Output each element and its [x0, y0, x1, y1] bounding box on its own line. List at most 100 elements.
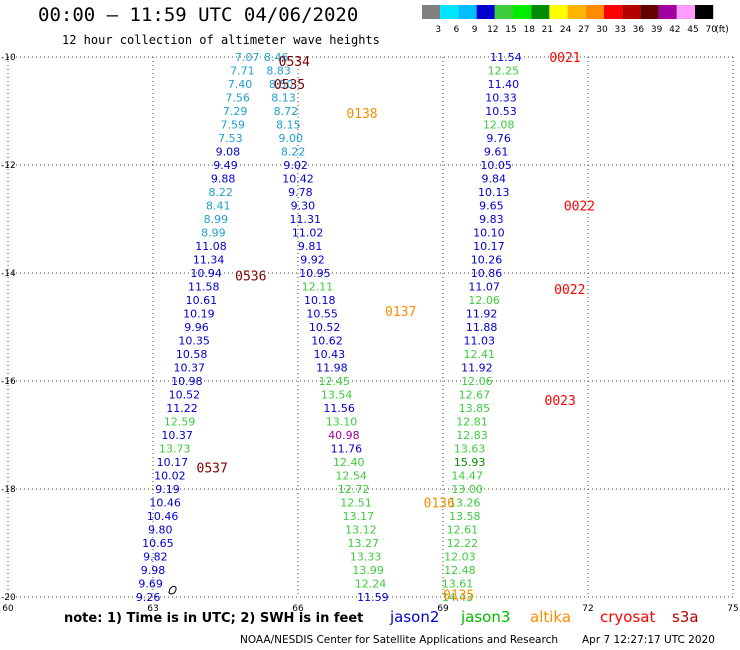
swh-value: 11.58 — [188, 281, 220, 294]
swh-value: 11.22 — [166, 402, 198, 415]
swh-value: 14.43 — [442, 591, 474, 604]
colorbar-swatch — [695, 5, 714, 19]
swh-value: 14.47 — [451, 470, 483, 483]
swh-value: 10.37 — [161, 429, 193, 442]
swh-value: 10.13 — [478, 186, 510, 199]
swh-value: 12.11 — [302, 281, 334, 294]
swh-value: 11.40 — [488, 78, 520, 91]
colorbar-swatch — [513, 5, 532, 19]
swh-value: 10.53 — [485, 105, 517, 118]
swh-value: 9.83 — [479, 213, 504, 226]
colorbar-label: 18 — [523, 25, 535, 35]
swh-value: 10.05 — [480, 159, 512, 172]
colorbar-label: 70 — [705, 25, 717, 35]
time-label: 0022 — [564, 200, 595, 215]
swh-value: 8.99 — [201, 227, 226, 240]
legend-cryosat: cryosat — [600, 608, 656, 626]
legend-jason2: jason2 — [390, 608, 440, 626]
colorbar-label: 33 — [614, 25, 625, 35]
swh-value: 10.98 — [171, 375, 203, 388]
time-label: 0135 — [443, 588, 474, 603]
footer-credit: NOAA/NESDIS Center for Satellite Applica… — [240, 634, 558, 646]
swh-value: 11.07 — [468, 281, 500, 294]
swh-value: 13.58 — [449, 510, 481, 523]
swh-value: 12.59 — [164, 416, 196, 429]
island-outline — [168, 585, 177, 595]
swh-value: 9.80 — [148, 524, 173, 537]
colorbar-unit: (ft) — [715, 25, 729, 35]
swh-value: 12.08 — [483, 119, 515, 132]
swh-value: 9.02 — [283, 159, 308, 172]
y-tick-label: -20 — [1, 593, 16, 603]
swh-value: 13.63 — [454, 443, 486, 456]
colorbar-swatch — [476, 5, 495, 19]
y-tick-label: -10 — [1, 53, 16, 63]
swh-value: 10.86 — [471, 267, 503, 280]
colorbar-label: 9 — [472, 25, 478, 35]
colorbar-label: 36 — [633, 25, 645, 35]
colorbar-label: 24 — [560, 25, 572, 35]
colorbar-label: 27 — [578, 25, 589, 35]
swh-value: 12.41 — [464, 348, 496, 361]
colorbar-swatch — [567, 5, 586, 19]
swh-value: 13.61 — [442, 578, 474, 591]
colorbar-label: 45 — [687, 25, 698, 35]
page-title: 00:00 – 11:59 UTC 04/06/2020 — [38, 4, 359, 26]
note-text: note: 1) Time is in UTC; 2) SWH is in fe… — [64, 611, 364, 626]
colorbar-label: 3 — [435, 25, 441, 35]
swh-value: 11.98 — [316, 362, 348, 375]
colorbar-label: 39 — [651, 25, 663, 35]
colorbar-label: 15 — [505, 25, 516, 35]
swh-value: 10.42 — [282, 173, 314, 186]
legend-jason3: jason3 — [461, 608, 511, 626]
colorbar-swatch — [494, 5, 513, 19]
time-label: 0535 — [274, 78, 305, 93]
swh-value: 10.46 — [147, 510, 179, 523]
swh-value: 11.92 — [466, 308, 498, 321]
swh-value: 9.76 — [486, 132, 511, 145]
swh-value: 7.56 — [225, 92, 250, 105]
swh-value: 11.59 — [357, 591, 389, 604]
time-label: 0023 — [545, 394, 576, 409]
swh-value: 9.98 — [141, 564, 166, 577]
swh-value: 8.99 — [204, 213, 229, 226]
swh-value: 9.61 — [484, 146, 509, 159]
legend-s3a: s3a — [672, 608, 699, 626]
y-tick-label: -16 — [1, 377, 16, 387]
swh-value: 9.30 — [291, 200, 316, 213]
swh-value: 10.95 — [299, 267, 331, 280]
swh-value: 9.26 — [136, 591, 161, 604]
swh-value: 11.03 — [464, 335, 496, 348]
swh-value: 40.98 — [328, 429, 360, 442]
footer-timestamp: Apr 7 12:27:17 UTC 2020 — [582, 634, 715, 646]
colorbar-swatch — [640, 5, 659, 19]
swh-value: 11.31 — [290, 213, 322, 226]
swh-value: 11.88 — [466, 321, 498, 334]
swh-value: 13.99 — [352, 564, 384, 577]
swh-value: 13.17 — [343, 510, 375, 523]
swh-value: 9.08 — [216, 146, 241, 159]
swh-value: 10.19 — [183, 308, 215, 321]
swh-value: 10.35 — [178, 335, 210, 348]
colorbar-swatch — [676, 5, 695, 19]
swh-value: 10.33 — [485, 92, 517, 105]
colorbar-legend: 3 6 9 12 15 18 21 24 27 30 33 36 39 42 45 70(ft) — [422, 5, 729, 35]
colorbar-swatch — [604, 5, 623, 19]
time-label: 0537 — [197, 461, 228, 476]
swh-value: 9.92 — [300, 254, 325, 267]
time-label: 0536 — [235, 270, 266, 285]
swh-value: 11.34 — [193, 254, 225, 267]
swh-value: 7.53 — [218, 132, 243, 145]
y-tick-label: -14 — [1, 269, 16, 279]
y-tick-label: -12 — [1, 161, 16, 171]
page-subtitle: 12 hour collection of altimeter wave hei… — [62, 33, 380, 47]
swh-value: 10.17 — [473, 240, 505, 253]
swh-value: 9.65 — [479, 200, 504, 213]
swh-value: 10.26 — [471, 254, 503, 267]
colorbar-label: 6 — [454, 25, 460, 35]
swh-value: 12.22 — [447, 537, 479, 550]
swh-value: 13.27 — [348, 537, 380, 550]
colorbar-swatch — [549, 5, 568, 19]
colorbar-swatch — [440, 5, 459, 19]
